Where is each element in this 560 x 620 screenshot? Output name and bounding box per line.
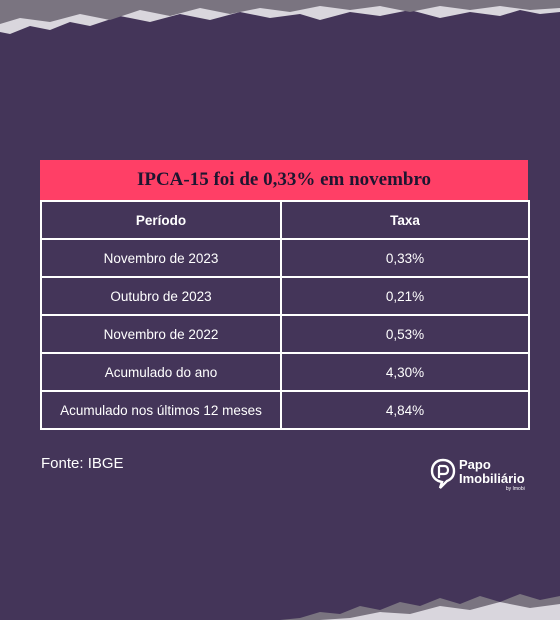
table-row: Acumulado nos últimos 12 meses 4,84% (40, 390, 530, 430)
column-header-taxa: Taxa (280, 200, 530, 240)
rates-table: Período Taxa Novembro de 2023 0,33% Outu… (40, 200, 530, 430)
table-row: Novembro de 2022 0,53% (40, 314, 530, 354)
brand-logo: Papo Imobiliário by Imobi (430, 458, 525, 492)
torn-paper-bottom (0, 594, 560, 620)
brand-byline: by Imobi (505, 486, 525, 492)
torn-paper-top (0, 0, 560, 34)
table-row: Novembro de 2023 0,33% (40, 238, 530, 278)
period-cell: Novembro de 2023 (40, 238, 282, 278)
column-header-periodo: Período (40, 200, 282, 240)
period-cell: Acumulado nos últimos 12 meses (40, 390, 282, 430)
period-cell: Acumulado do ano (40, 352, 282, 392)
rate-cell: 0,21% (280, 276, 530, 316)
brand-name-line2: Imobiliário (459, 471, 525, 486)
rate-cell: 0,53% (280, 314, 530, 354)
period-cell: Outubro de 2023 (40, 276, 282, 316)
period-cell: Novembro de 2022 (40, 314, 282, 354)
rate-cell: 4,30% (280, 352, 530, 392)
speech-bubble-logo-icon (430, 458, 456, 489)
source-caption: Fonte: IBGE (41, 455, 124, 472)
table-title: IPCA-15 foi de 0,33% em novembro (40, 160, 528, 200)
rate-cell: 0,33% (280, 238, 530, 278)
rates-card: IPCA-15 foi de 0,33% em novembro Período… (40, 160, 530, 430)
table-row: Acumulado do ano 4,30% (40, 352, 530, 392)
rate-cell: 4,84% (280, 390, 530, 430)
header-row: Período Taxa (40, 200, 530, 240)
brand-name-line1: Papo (459, 457, 491, 472)
table-row: Outubro de 2023 0,21% (40, 276, 530, 316)
